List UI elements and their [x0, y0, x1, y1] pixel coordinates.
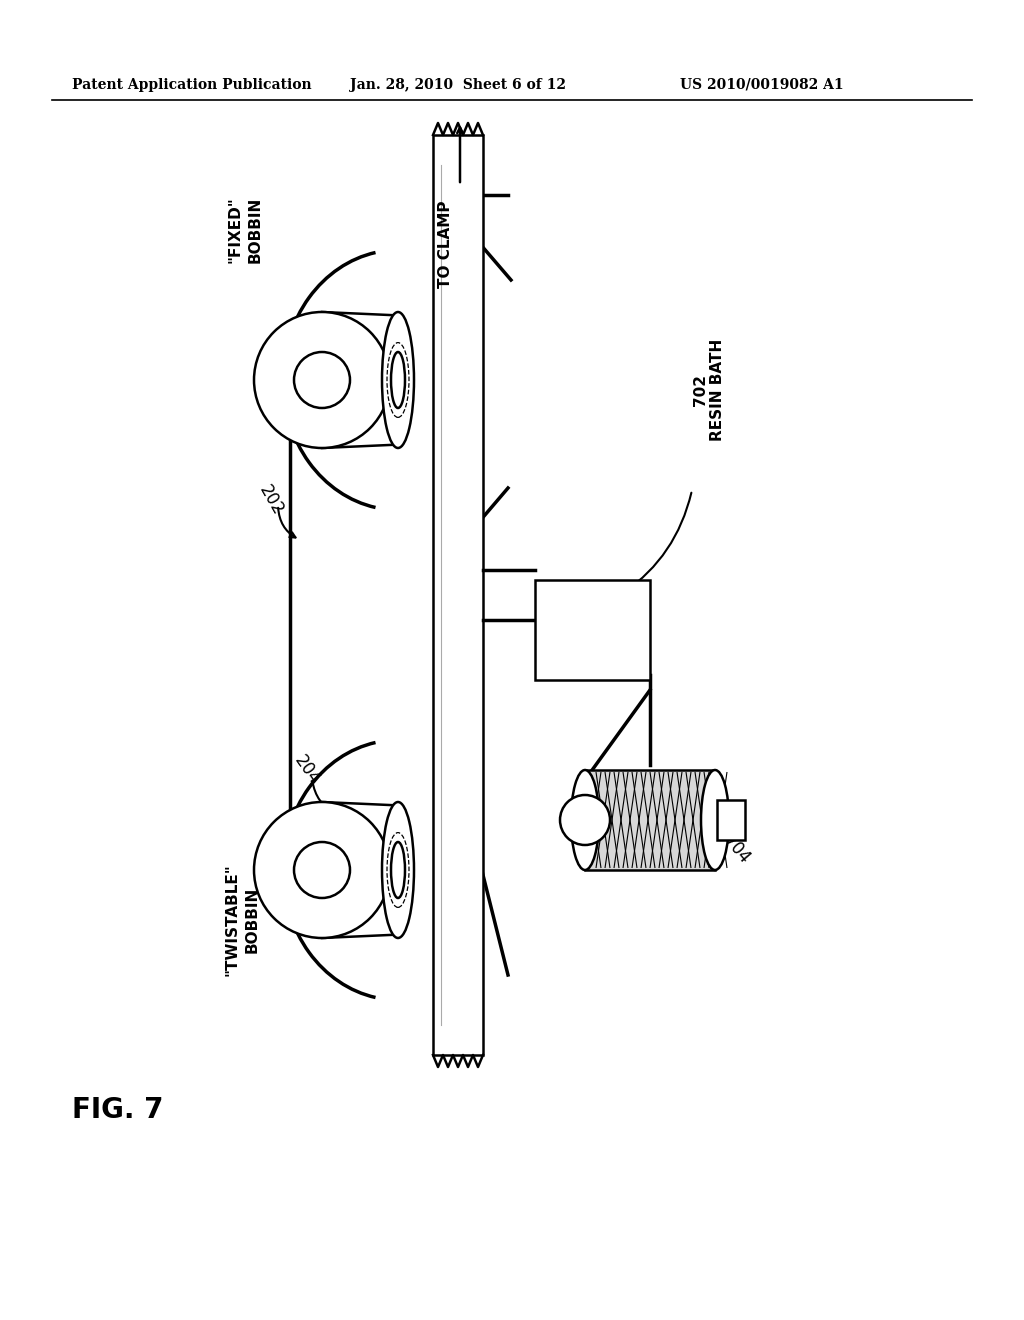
Bar — [717, 800, 745, 840]
Ellipse shape — [391, 352, 406, 408]
Text: 704: 704 — [720, 832, 754, 867]
Ellipse shape — [391, 842, 406, 898]
Bar — [433, 135, 483, 1055]
Text: Patent Application Publication: Patent Application Publication — [72, 78, 311, 92]
Text: 204: 204 — [290, 752, 323, 788]
Text: 202: 202 — [255, 482, 287, 519]
Ellipse shape — [571, 770, 599, 870]
Bar — [585, 770, 715, 870]
Text: Jan. 28, 2010  Sheet 6 of 12: Jan. 28, 2010 Sheet 6 of 12 — [350, 78, 566, 92]
Ellipse shape — [382, 312, 414, 447]
Text: TO CLAMP: TO CLAMP — [438, 201, 454, 288]
Circle shape — [254, 312, 390, 447]
Bar — [535, 579, 650, 680]
Text: 702: 702 — [692, 374, 708, 407]
Circle shape — [254, 803, 390, 939]
Text: US 2010/0019082 A1: US 2010/0019082 A1 — [680, 78, 844, 92]
Text: RESIN BATH: RESIN BATH — [711, 339, 725, 441]
Circle shape — [560, 795, 610, 845]
Circle shape — [294, 352, 350, 408]
Circle shape — [294, 842, 350, 898]
Ellipse shape — [701, 770, 729, 870]
Text: "TWISTABLE": "TWISTABLE" — [224, 863, 240, 977]
Text: BOBBIN: BOBBIN — [248, 197, 262, 263]
Text: FIG. 7: FIG. 7 — [72, 1096, 164, 1125]
Ellipse shape — [382, 803, 414, 939]
Text: "FIXED": "FIXED" — [227, 197, 243, 264]
Text: BOBBIN: BOBBIN — [245, 887, 259, 953]
